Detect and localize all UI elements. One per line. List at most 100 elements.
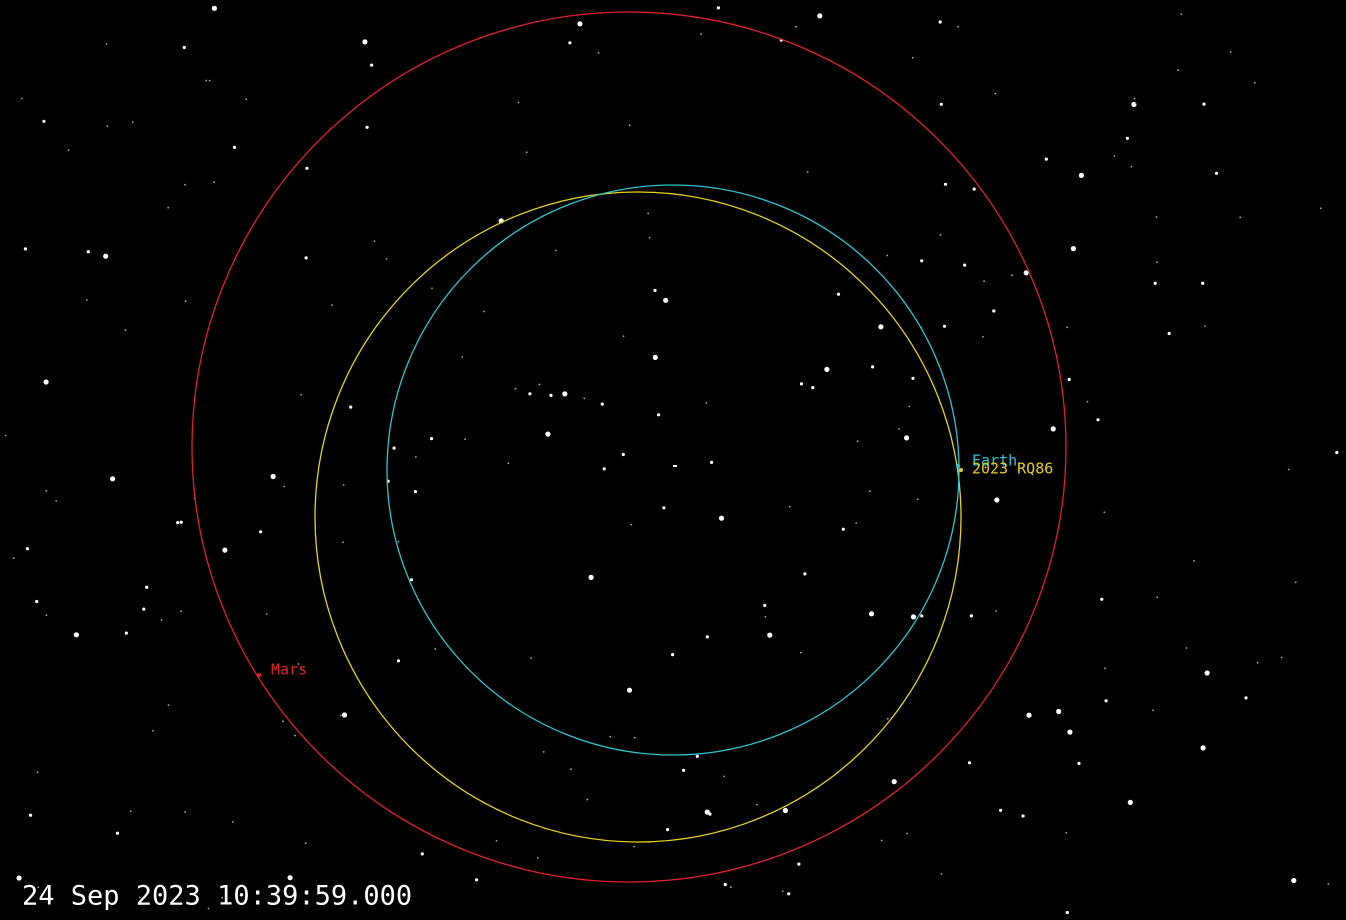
star <box>1186 647 1188 649</box>
star <box>789 506 791 508</box>
star <box>999 809 1002 812</box>
star <box>24 247 27 250</box>
star <box>795 26 797 28</box>
star <box>161 619 163 621</box>
star <box>342 712 347 717</box>
star <box>431 287 433 289</box>
mars-label: Mars <box>271 661 307 679</box>
star <box>410 578 413 581</box>
star <box>142 608 145 611</box>
star <box>881 840 883 842</box>
star <box>1087 401 1089 403</box>
star <box>222 548 227 553</box>
star <box>430 437 433 440</box>
star <box>869 490 871 492</box>
sun <box>673 465 677 467</box>
star <box>908 406 910 408</box>
star <box>577 21 582 26</box>
asteroid-label: 2023 RQ86 <box>972 460 1053 478</box>
star <box>1320 207 1322 209</box>
star <box>305 256 308 259</box>
star <box>331 304 333 306</box>
star <box>898 428 900 430</box>
star <box>397 659 400 662</box>
star <box>887 718 889 720</box>
star <box>719 516 724 521</box>
star <box>842 528 845 531</box>
star <box>386 258 388 260</box>
star <box>461 356 463 358</box>
star <box>415 456 417 458</box>
star <box>1201 282 1204 285</box>
star <box>526 151 528 153</box>
star <box>212 6 217 11</box>
star <box>911 377 914 380</box>
star <box>21 98 23 100</box>
star <box>609 736 611 738</box>
star <box>911 614 916 619</box>
star <box>920 614 923 617</box>
star <box>46 614 48 616</box>
star <box>362 39 367 44</box>
star <box>662 506 665 509</box>
star <box>1131 166 1133 168</box>
star <box>349 406 352 409</box>
star <box>44 379 49 384</box>
star <box>86 299 88 301</box>
star <box>1201 745 1206 750</box>
star <box>767 633 772 638</box>
star <box>995 610 997 612</box>
star <box>245 98 247 100</box>
star <box>398 541 400 543</box>
star <box>1244 696 1247 699</box>
space-background <box>0 0 1346 920</box>
star <box>982 336 984 338</box>
star <box>583 398 585 400</box>
star <box>765 616 767 618</box>
star <box>627 688 632 693</box>
star <box>1180 13 1182 15</box>
star <box>634 737 636 739</box>
star <box>1205 670 1210 675</box>
star <box>205 80 207 82</box>
star <box>633 846 635 848</box>
star <box>1156 261 1158 263</box>
star <box>305 842 307 844</box>
star <box>963 264 966 267</box>
star <box>45 490 47 492</box>
star <box>507 462 509 464</box>
star <box>787 892 790 895</box>
star <box>545 432 550 437</box>
star <box>518 102 520 104</box>
star <box>106 43 108 45</box>
star <box>370 64 373 67</box>
star <box>300 394 302 396</box>
star <box>209 80 211 82</box>
star <box>537 857 539 859</box>
star <box>1156 216 1158 218</box>
star <box>630 524 632 526</box>
star <box>968 761 971 764</box>
star <box>233 146 236 149</box>
star <box>271 474 276 479</box>
star <box>1045 158 1048 161</box>
star <box>886 255 888 257</box>
star <box>763 604 766 607</box>
star <box>992 309 995 312</box>
star <box>783 808 788 813</box>
star <box>756 804 758 806</box>
star <box>1204 325 1206 327</box>
star <box>483 311 485 313</box>
star <box>26 547 29 550</box>
star <box>1156 596 1158 598</box>
asteroid-marker <box>959 468 963 472</box>
star <box>176 521 179 524</box>
earth-marker <box>956 464 960 468</box>
star <box>183 46 186 49</box>
star <box>168 704 170 706</box>
star <box>904 435 909 440</box>
star <box>549 394 552 397</box>
star <box>700 33 702 35</box>
star <box>42 120 45 123</box>
page: {"bodies": [{"label": "Mars"}, {"label":… <box>0 0 1346 920</box>
